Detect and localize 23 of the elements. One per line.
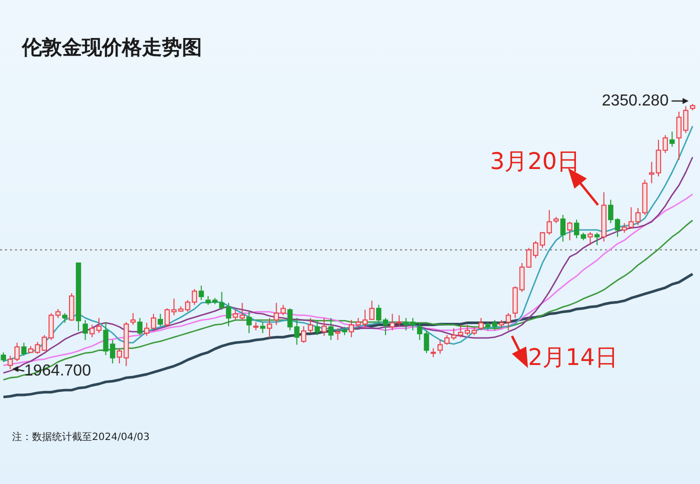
- chart-title: 伦敦金现价格走势图: [22, 34, 202, 61]
- candlestick: [567, 221, 572, 241]
- candlestick: [335, 328, 340, 340]
- candlestick: [82, 320, 88, 340]
- candlestick: [328, 317, 334, 340]
- candlestick: [322, 317, 327, 336]
- candlestick: [130, 312, 136, 326]
- candlestick: [314, 320, 320, 336]
- candlestick: [594, 232, 600, 246]
- annotation: 3月20日: [490, 148, 580, 177]
- candlestick: [21, 342, 26, 356]
- candlestick: [266, 317, 272, 338]
- text: 注：数据统计截至2024/04/03: [12, 430, 150, 444]
- candlestick: [506, 312, 511, 331]
- candlestick: [670, 131, 675, 148]
- candlestick: [560, 214, 566, 242]
- candlestick: [588, 232, 593, 246]
- candlestick: [96, 317, 102, 334]
- annotation: 2350.280: [602, 92, 669, 110]
- candlestick: [580, 232, 586, 241]
- candlestick: [246, 311, 252, 334]
- annotation: 2月14日: [528, 344, 618, 373]
- candlestick: [601, 192, 606, 242]
